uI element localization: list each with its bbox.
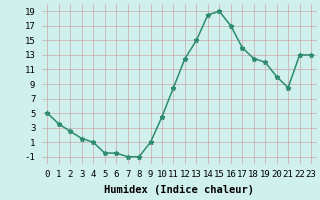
X-axis label: Humidex (Indice chaleur): Humidex (Indice chaleur): [104, 185, 254, 195]
